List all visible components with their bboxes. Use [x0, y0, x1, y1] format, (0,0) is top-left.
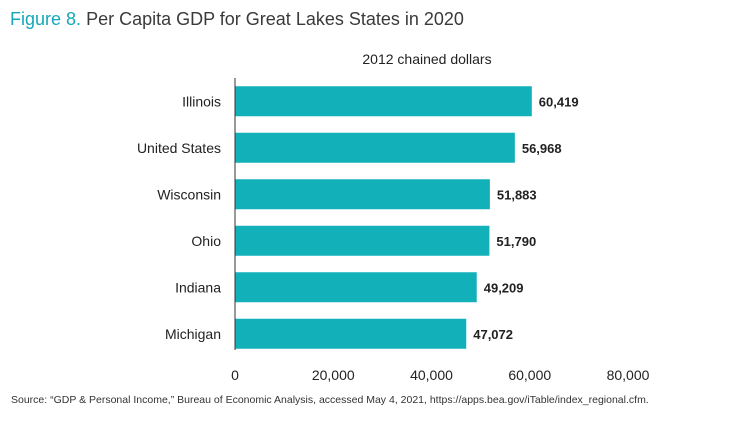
x-tick-label: 40,000 — [410, 367, 453, 383]
value-label: 47,072 — [473, 327, 513, 342]
bar — [235, 179, 490, 210]
x-tick-label: 20,000 — [312, 367, 355, 383]
figure-title-text: Per Capita GDP for Great Lakes States in… — [86, 9, 464, 29]
chart-subtitle: 2012 chained dollars — [362, 51, 491, 67]
x-ticks-group: 0 20,000 40,000 60,000 80,000 — [231, 367, 650, 383]
value-label: 60,419 — [539, 94, 579, 109]
category-label: Ohio — [191, 233, 221, 249]
bar — [235, 132, 515, 163]
category-label: Michigan — [165, 326, 221, 342]
bars-group: Illinois 60,419 United States 56,968 Wiscons… — [137, 86, 579, 349]
bar — [235, 225, 490, 256]
x-tick-label: 60,000 — [508, 367, 551, 383]
bar — [235, 86, 532, 117]
figure-title: Figure 8. Per Capita GDP for Great Lakes… — [10, 9, 464, 30]
x-tick-label: 80,000 — [607, 367, 650, 383]
x-tick-label: 0 — [231, 367, 239, 383]
figure-number: Figure 8. — [10, 9, 82, 29]
bar — [235, 272, 477, 303]
category-label: Indiana — [175, 279, 221, 295]
value-label: 51,790 — [496, 234, 536, 249]
value-label: 56,968 — [522, 141, 562, 156]
category-label: Wisconsin — [157, 186, 221, 202]
category-label: Illinois — [182, 93, 221, 109]
source-note: Source: “GDP & Personal Income,” Bureau … — [11, 394, 649, 406]
bar — [235, 318, 467, 349]
category-label: United States — [137, 140, 221, 156]
value-label: 51,883 — [497, 187, 537, 202]
value-label: 49,209 — [484, 280, 524, 295]
